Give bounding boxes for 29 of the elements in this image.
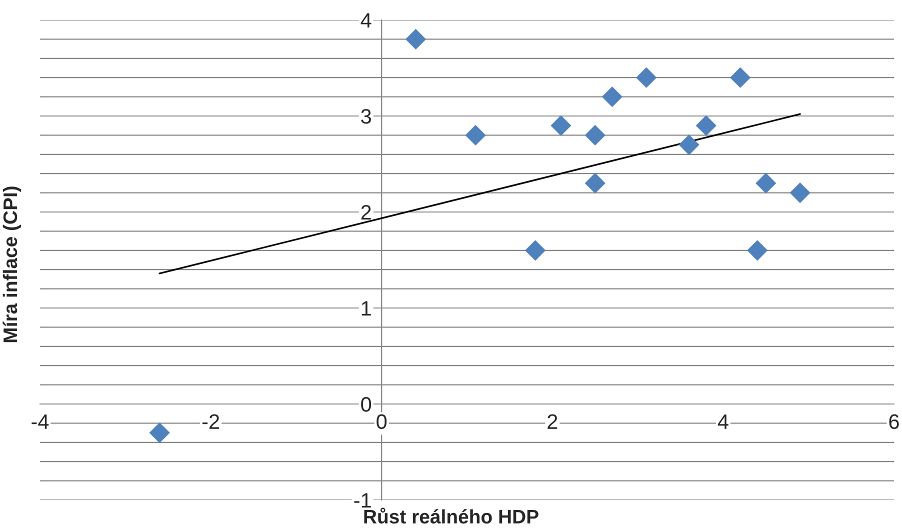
point (756, 172, 776, 194)
point (790, 182, 810, 204)
y-tick-label: 1 (362, 301, 371, 316)
y-tick-label: 3 (361, 109, 371, 124)
point (149, 422, 170, 444)
point (602, 86, 622, 108)
point (696, 115, 716, 136)
x-axis-title: Růst reálného HDP (364, 508, 538, 524)
x-tick-label: 0 (376, 414, 387, 430)
point (730, 67, 751, 88)
point (747, 240, 768, 261)
x-tick-label: 2 (548, 414, 558, 429)
point (636, 67, 657, 88)
x-tick-label: -2 (202, 414, 220, 429)
x-tick-label: -4 (32, 414, 49, 429)
point (465, 124, 486, 146)
point (525, 240, 546, 261)
y-tick-label: -1 (354, 493, 371, 508)
y-tick-label: 0 (361, 397, 372, 412)
point (584, 124, 606, 146)
y-tick-label: 4 (360, 13, 372, 28)
point (550, 115, 572, 136)
point (678, 134, 700, 156)
y-tick-label: 2 (361, 205, 371, 220)
x-tick-label: 4 (718, 414, 728, 429)
y-axis-title: Míra inflace (CPI) (2, 186, 21, 342)
point (405, 28, 426, 50)
x-tick-label: 6 (889, 414, 899, 430)
point (584, 172, 606, 194)
